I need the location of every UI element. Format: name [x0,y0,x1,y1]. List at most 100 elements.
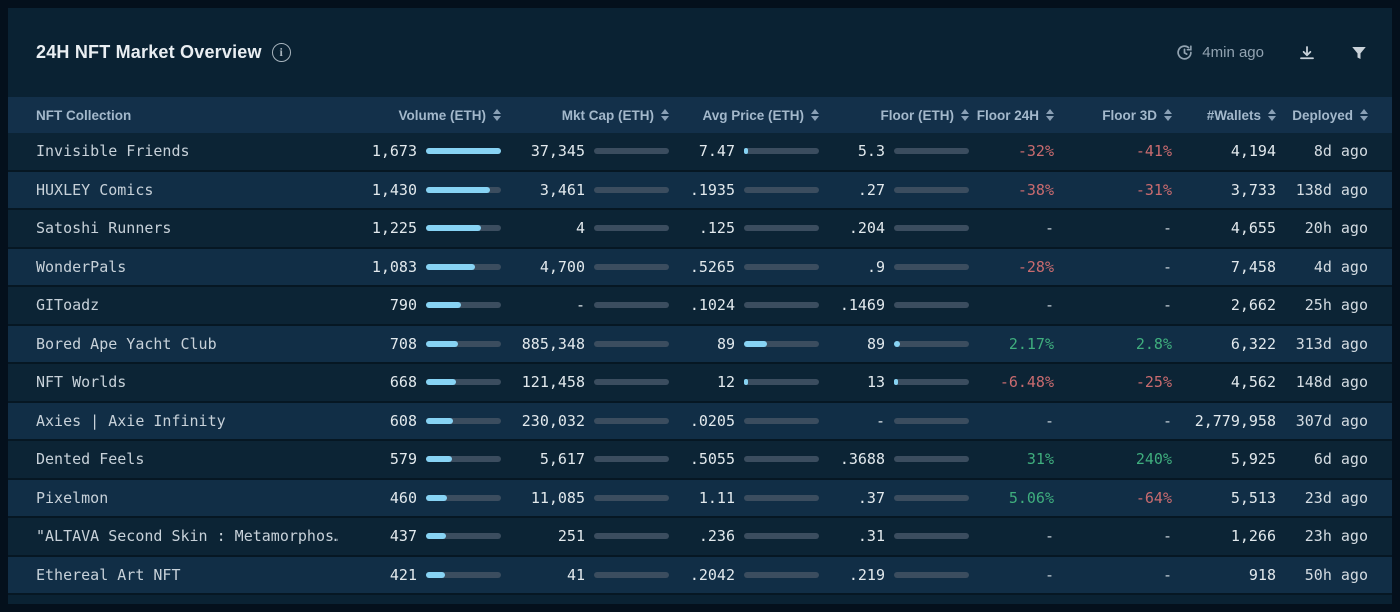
floor24h-change: 2.17% [1008,334,1054,353]
mktcap-bar [594,263,669,270]
volume-cell: 708 [338,335,501,353]
avgprice-cell: 89 [669,335,819,353]
avgprice-bar [744,263,819,270]
collection-name: Axies | Axie Infinity [36,411,226,430]
wallets-count: 4,655 [1230,219,1276,238]
collection-name: Dented Feels [36,450,145,469]
collection-name: Ethereal Art NFT [36,565,181,584]
volume-cell: 579 [338,450,501,468]
column-header-floor[interactable]: Floor (ETH) [819,108,969,123]
avgprice-cell: .5055 [669,450,819,468]
floor-cell: .1469 [819,296,969,314]
floor3d-change: - [1162,411,1172,430]
table-row: Ethereal Art NFT 421 41 .2042 .219 - - 9… [8,556,1392,595]
sort-arrows-icon [661,109,669,121]
table-row: WonderPals 1,083 4,700 .5265 .9 -28% - 7… [8,248,1392,287]
wallets-count: 6,322 [1230,334,1276,353]
volume-bar [426,302,501,309]
sort-arrows-icon [1046,109,1054,121]
wallets-count: 3,733 [1230,180,1276,199]
floor-cell: .31 [819,527,969,545]
avgprice-cell: .1935 [669,181,819,199]
deployed-age: 313d ago [1295,334,1368,353]
mktcap-cell: 4 [501,219,669,237]
page-title: 24H NFT Market Overview [36,42,262,62]
avgprice-bar [744,379,819,386]
wallets-count: 5,513 [1230,488,1276,507]
column-header-volume[interactable]: Volume (ETH) [338,108,501,123]
floor-bar [894,571,969,578]
avgprice-cell: 7.47 [669,142,819,160]
table-row: HUXLEY Comics 1,430 3,461 .1935 .27 -38%… [8,171,1392,210]
volume-bar [426,340,501,347]
download-button[interactable] [1298,44,1316,62]
avgprice-bar [744,417,819,424]
title-bar: 24H NFT Market Overview i 4min ago [8,8,1392,97]
table-row: GIToadz 790 - .1024 .1469 - - 2,662 25h … [8,287,1392,326]
floor3d-change: 2.8% [1135,334,1172,353]
wallets-count: 918 [1248,565,1276,584]
mktcap-cell: 121,458 [501,373,669,391]
table-header-row: NFT Collection Volume (ETH) Mkt Cap (ETH… [8,97,1392,133]
floor-bar [894,494,969,501]
column-header-wallets[interactable]: #Wallets [1172,108,1276,123]
avgprice-bar [744,456,819,463]
volume-bar [426,225,501,232]
volume-cell: 1,225 [338,219,501,237]
floor3d-change: - [1162,296,1172,315]
floor-bar [894,186,969,193]
deployed-age: 307d ago [1295,411,1368,430]
info-icon[interactable]: i [271,43,291,62]
floor-cell: .219 [819,566,969,584]
floor3d-change: -64% [1135,488,1172,507]
filter-funnel-icon [1350,44,1368,62]
wallets-count: 4,194 [1230,142,1276,161]
mktcap-bar [594,571,669,578]
sort-arrows-icon [493,109,501,121]
floor3d-change: 240% [1135,450,1172,469]
column-header-avgprice[interactable]: Avg Price (ETH) [669,108,819,123]
floor3d-change: - [1162,257,1172,276]
wallets-count: 5,925 [1230,450,1276,469]
collection-name: Invisible Friends [36,142,190,161]
column-header-floor24h[interactable]: Floor 24H [969,108,1054,123]
floor-cell: .27 [819,181,969,199]
volume-cell: 790 [338,296,501,314]
collection-name: Pixelmon [36,488,109,507]
deployed-age: 138d ago [1295,180,1368,199]
mktcap-bar [594,533,669,540]
floor-bar [894,340,969,347]
volume-bar [426,417,501,424]
sort-arrows-icon [1360,109,1368,121]
sort-arrows-icon [961,109,969,121]
mktcap-bar [594,494,669,501]
mktcap-bar [594,225,669,232]
floor-cell: .9 [819,258,969,276]
mktcap-cell: 251 [501,527,669,545]
column-header-floor3d[interactable]: Floor 3D [1054,108,1172,123]
filter-button[interactable] [1350,44,1368,62]
avgprice-bar [744,186,819,193]
column-header-mktcap[interactable]: Mkt Cap (ETH) [501,108,669,123]
mktcap-cell: - [501,296,669,314]
mktcap-bar [594,456,669,463]
collection-name: NFT Worlds [36,373,127,392]
collection-name: Satoshi Runners [36,219,172,238]
mktcap-cell: 37,345 [501,142,669,160]
floor-bar [894,148,969,155]
avgprice-cell: .236 [669,527,819,545]
volume-bar [426,533,501,540]
column-header-deployed[interactable]: Deployed [1276,108,1392,123]
last-updated-label: 4min ago [1202,44,1264,61]
floor24h-change: - [1044,565,1054,584]
volume-bar [426,186,501,193]
floor-bar [894,263,969,270]
volume-bar [426,379,501,386]
refresh-history-icon[interactable] [1176,44,1193,61]
volume-cell: 608 [338,412,501,430]
table-row: Pixelmon 460 11,085 1.11 .37 5.06% -64% … [8,479,1392,518]
avgprice-cell: .0205 [669,412,819,430]
floor24h-change: - [1044,411,1054,430]
avgprice-cell: .2042 [669,566,819,584]
mktcap-cell: 885,348 [501,335,669,353]
